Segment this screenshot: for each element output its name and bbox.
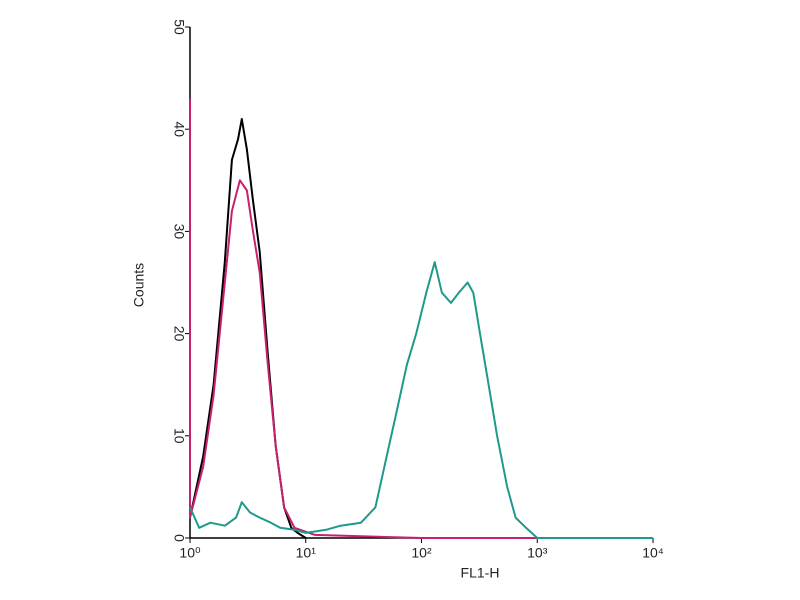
series-line bbox=[189, 118, 307, 539]
x-axis-label: FL1-H bbox=[461, 565, 500, 581]
x-tick-label: 10³ bbox=[527, 545, 548, 561]
y-tick-label: 0 bbox=[171, 534, 187, 542]
y-tick-label: 10 bbox=[171, 428, 187, 444]
x-tick-label: 10⁴ bbox=[642, 545, 664, 561]
y-tick-label: 30 bbox=[171, 224, 187, 240]
y-tick-label: 20 bbox=[171, 326, 187, 342]
x-tick-label: 10² bbox=[411, 545, 432, 561]
y-tick-label: 50 bbox=[171, 19, 187, 35]
series-line bbox=[189, 261, 653, 539]
x-tick-label: 10⁰ bbox=[179, 545, 201, 561]
y-axis-label: Counts bbox=[131, 263, 147, 307]
x-tick-label: 10¹ bbox=[296, 545, 317, 561]
series-line bbox=[189, 98, 653, 539]
y-tick-label: 40 bbox=[171, 121, 187, 137]
